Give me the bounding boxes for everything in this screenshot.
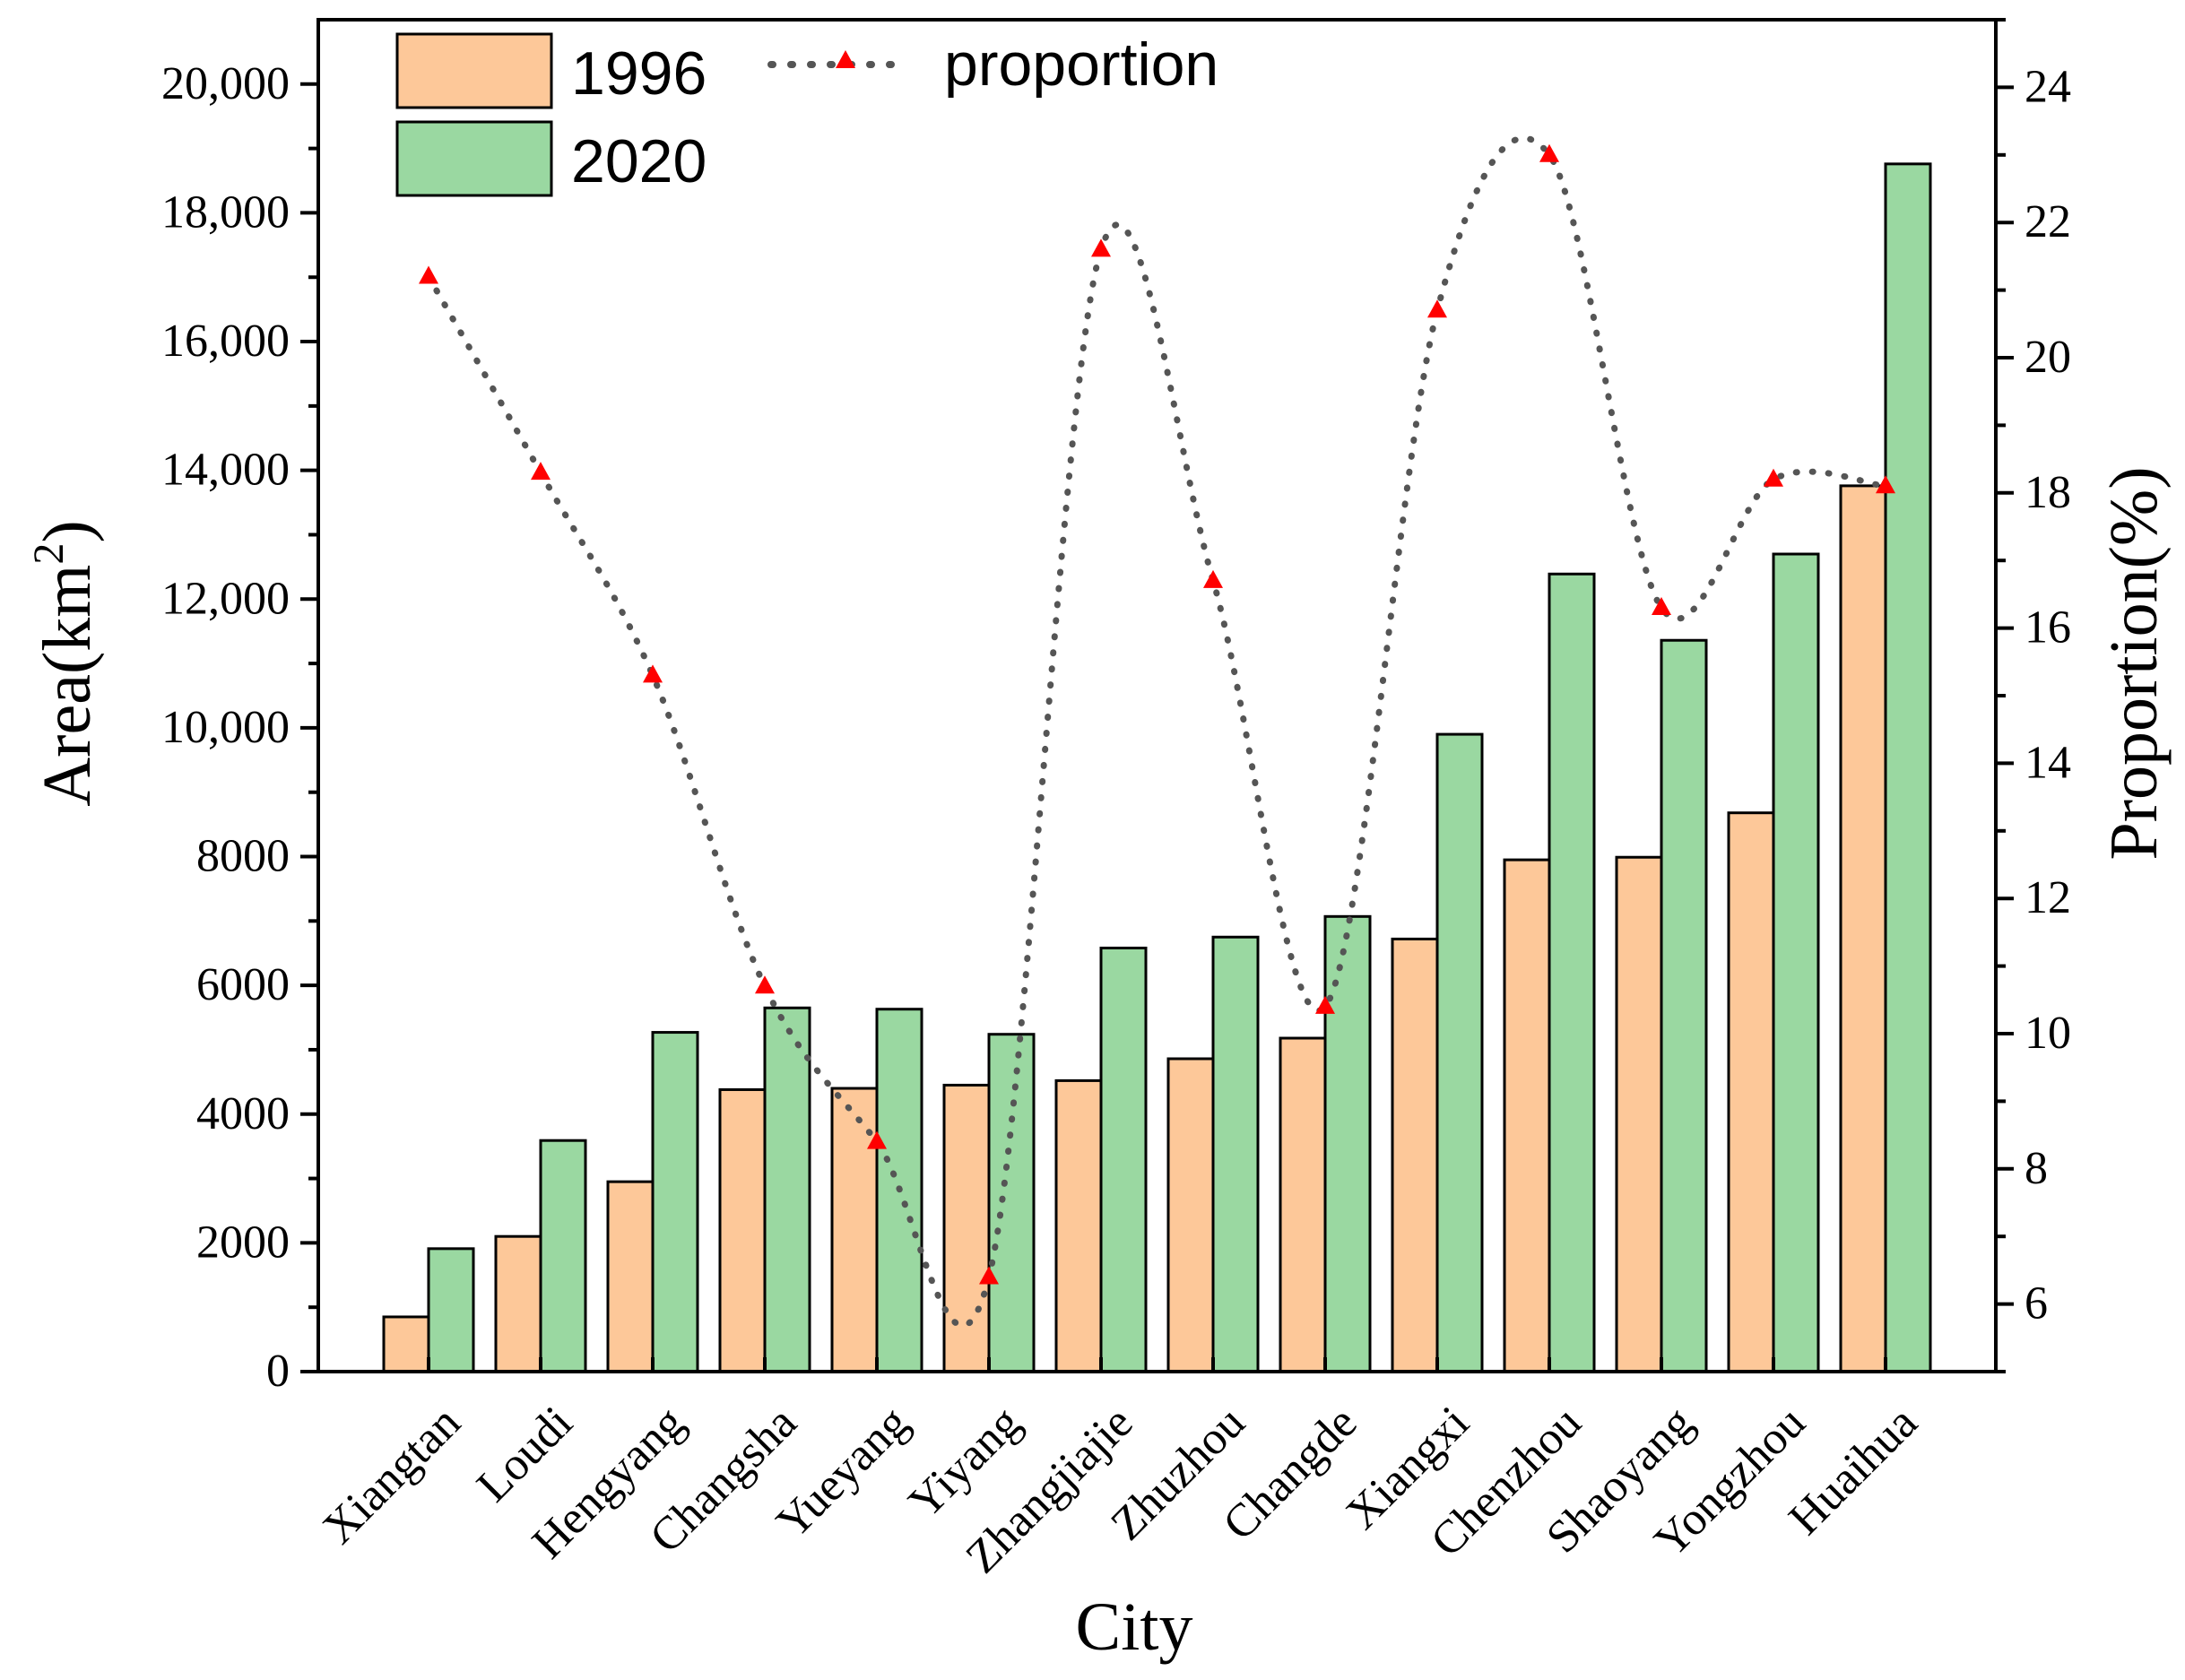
y2-axis-label: Proportion(%): [2096, 466, 2172, 860]
bar-1996-hengyang: [606, 1180, 655, 1373]
x-tick-label-xiangtan: Xiangtan: [313, 1397, 470, 1554]
bar-1996-xiangxi: [1391, 937, 1439, 1373]
y2-tick-label: 20: [2025, 332, 2071, 383]
bar-1996-loudi: [494, 1234, 542, 1373]
bar-2020-changsha: [763, 1006, 811, 1373]
proportion-point-yueyang: [867, 1130, 887, 1149]
proportion-point-changde: [1315, 995, 1335, 1014]
y2-tick-label: 14: [2025, 737, 2071, 788]
proportion-point-changsha: [755, 975, 775, 994]
y-tick-labels: 0 2000 4000 6000 8000 10,000 12,000 14,000 16,00…: [161, 58, 290, 1397]
legend-label-proportion: proportion: [944, 30, 1218, 99]
y2-tick-label: 22: [2025, 196, 2071, 247]
y2-tick-label: 16: [2025, 602, 2071, 654]
proportion-point-shaoyang: [1652, 596, 1671, 615]
proportion-point-zhangjiajie: [1091, 238, 1111, 257]
bar-1996-chenzhou: [1503, 858, 1551, 1373]
y-tick-label: 6000: [196, 959, 290, 1010]
bar-1996-changsha: [718, 1087, 767, 1373]
y-tick-label: 18,000: [161, 186, 290, 238]
bar-2020-xiangxi: [1435, 732, 1484, 1373]
proportion-point-yiyang: [979, 1266, 999, 1285]
y-tick-label: 2000: [196, 1217, 290, 1268]
proportion-point-xiangxi: [1427, 299, 1447, 318]
bar-1996-shaoyang: [1615, 855, 1663, 1373]
bar-1996-yongzhou: [1727, 811, 1775, 1373]
bar-2020-zhuzhou: [1211, 935, 1260, 1373]
y-tick-label: 20,000: [161, 58, 290, 109]
y-axis-label-superscript: 2: [25, 543, 73, 565]
bar-2020-changde: [1323, 914, 1372, 1373]
bar-1996-zhuzhou: [1166, 1057, 1215, 1373]
proportion-point-loudi: [531, 462, 551, 481]
x-axis-label: City: [1076, 1589, 1193, 1665]
y-tick-label: 8000: [196, 831, 290, 882]
y-tick-label: 12,000: [161, 573, 290, 624]
y-tick-label: 4000: [196, 1088, 290, 1139]
axes: [300, 18, 2014, 1373]
legend-marker-proportion: [836, 50, 855, 68]
legend-swatch-2020: [395, 120, 553, 197]
y-tick-label: 16,000: [161, 316, 290, 367]
legend: 1996 2020 proportion: [395, 30, 1218, 197]
proportion-point-chenzhou: [1539, 143, 1559, 162]
proportion-point-huaihua: [1876, 475, 1895, 494]
y-axis-label-close: ): [30, 520, 105, 542]
proportion-point-zhuzhou: [1203, 569, 1223, 588]
y-axis-label: Area(km2): [25, 520, 105, 806]
bar-2020-shaoyang: [1660, 638, 1708, 1373]
y-tick-label: 10,000: [161, 702, 290, 753]
x-tick-labels: XiangtanLoudiHengyangChangshaYueyangYiya…: [313, 1397, 1927, 1583]
proportion-point-hengyang: [643, 664, 663, 683]
bar-2020-hengyang: [651, 1031, 699, 1373]
x-tick-label-huaihua: Huaihua: [1780, 1397, 1928, 1545]
bar-2020-xiangtan: [427, 1247, 475, 1373]
y2-tick-label: 6: [2025, 1278, 2048, 1329]
y2-tick-label: 10: [2025, 1008, 2071, 1059]
proportion-point-yongzhou: [1764, 468, 1783, 487]
bars-1996-series: [382, 484, 1887, 1373]
legend-label-1996: 1996: [571, 39, 707, 108]
legend-swatch-1996: [395, 32, 553, 109]
y-axis-label-main: Area(km: [30, 565, 105, 807]
proportion-series: [419, 134, 1895, 1329]
proportion-point-xiangtan: [419, 265, 438, 284]
bar-2020-yongzhou: [1772, 552, 1820, 1373]
bar-2020-yiyang: [987, 1033, 1036, 1373]
bar-1996-xiangtan: [382, 1315, 430, 1373]
y2-tick-label: 12: [2025, 872, 2071, 923]
y2-tick-labels: 6 8 10 12 14 16 18 20 22 24: [2025, 61, 2071, 1329]
bar-1996-changde: [1279, 1036, 1327, 1373]
bars-2020-series: [427, 162, 1932, 1373]
legend-label-2020: 2020: [571, 127, 707, 195]
bar-1996-yiyang: [942, 1083, 991, 1373]
y2-tick-label: 18: [2025, 467, 2071, 518]
bar-1996-zhangjiajie: [1054, 1078, 1103, 1373]
bar-2020-loudi: [539, 1139, 587, 1373]
y-tick-label: 14,000: [161, 445, 290, 496]
bar-1996-huaihua: [1839, 484, 1887, 1373]
bar-2020-chenzhou: [1548, 572, 1596, 1373]
proportion-line: [425, 134, 1889, 1329]
y2-tick-label: 8: [2025, 1143, 2048, 1194]
y-tick-label: 0: [266, 1346, 290, 1397]
bar-2020-zhangjiajie: [1099, 946, 1148, 1373]
y2-tick-label: 24: [2025, 61, 2071, 112]
bar-2020-huaihua: [1884, 162, 1932, 1373]
